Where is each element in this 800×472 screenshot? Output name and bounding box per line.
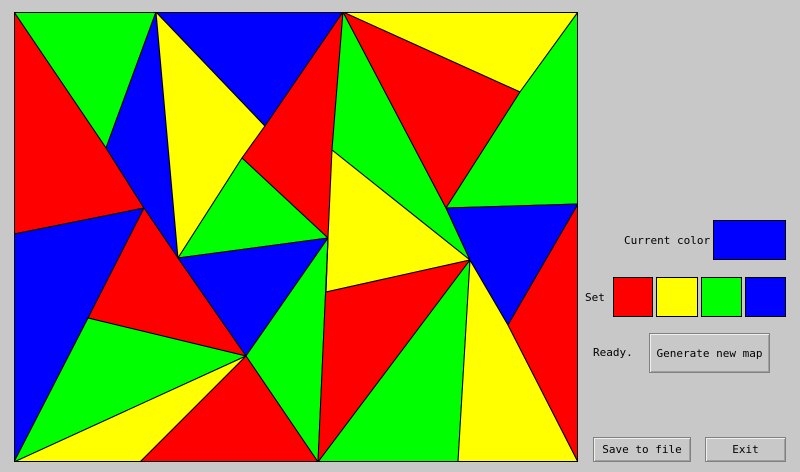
set-blue-button[interactable] [745,277,786,317]
set-label: Set [585,291,605,304]
map-canvas[interactable] [14,12,578,462]
map-region[interactable] [445,12,578,209]
current-color-label: Current color [624,234,711,247]
exit-button[interactable]: Exit [705,437,786,462]
map-region[interactable] [317,237,471,462]
map-frame [14,12,578,462]
generate-new-map-button[interactable]: Generate new map [649,333,770,373]
map-region[interactable] [139,355,319,462]
set-yellow-button[interactable] [656,277,698,317]
current-color-swatch [713,220,786,260]
set-green-button[interactable] [701,277,742,317]
save-to-file-button[interactable]: Save to file [593,437,691,462]
status-text: Ready. [593,346,633,359]
map-region[interactable] [507,203,578,462]
set-red-button[interactable] [613,277,653,317]
